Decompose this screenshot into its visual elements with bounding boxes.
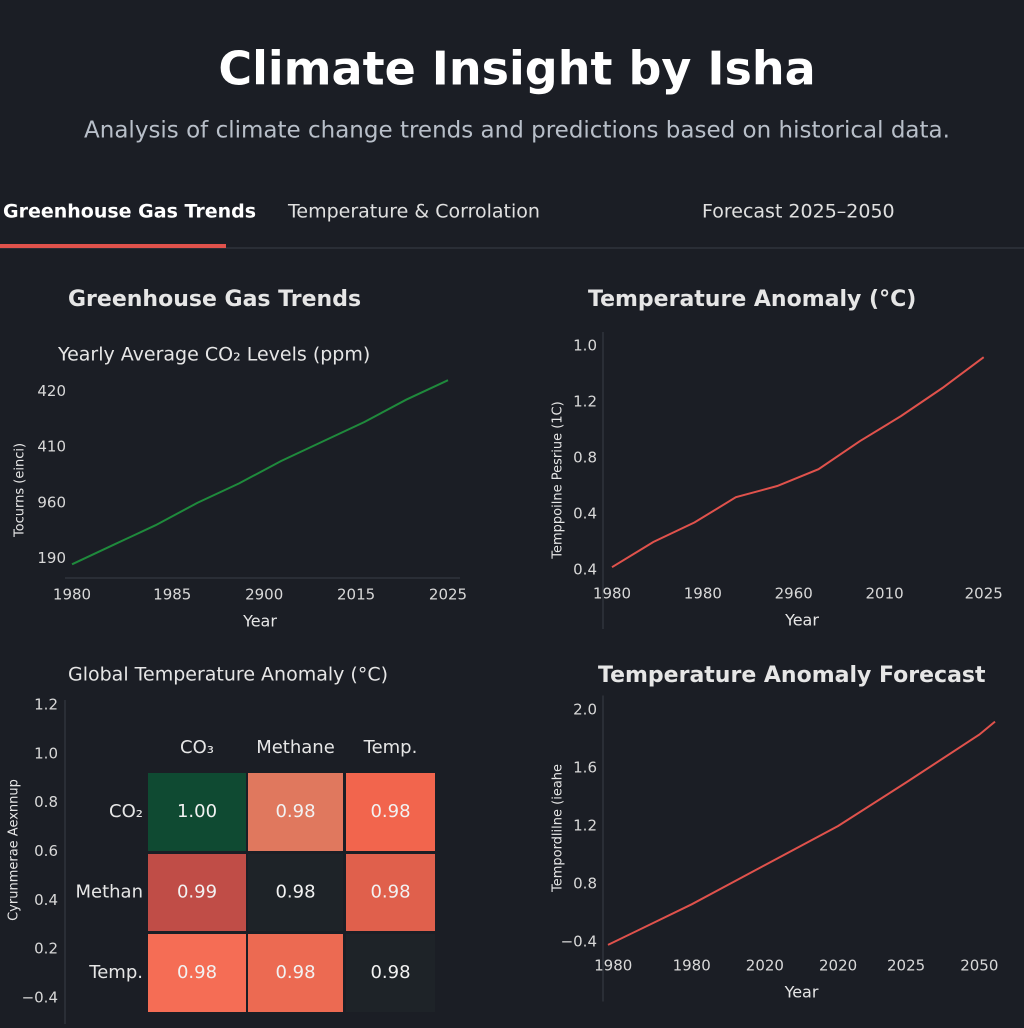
x-tick-label: 2900 [245, 586, 283, 604]
y-tick-label: 0.6 [34, 842, 58, 860]
heatmap-cell [346, 773, 435, 851]
y-tick-label: 1.6 [573, 759, 597, 777]
column-label: Temp. [363, 737, 418, 758]
y-tick-label: 0.4 [34, 891, 58, 909]
heatmap-cell [148, 934, 246, 1012]
column-label: CO₃ [180, 737, 214, 758]
tab[interactable]: Forecast 2025–2050 [702, 201, 895, 223]
cell-value: 0.98 [370, 962, 410, 983]
y-tick-label: 0.2 [34, 940, 58, 958]
heatmap-cell [346, 934, 435, 1012]
y-tick-label: 1.2 [573, 817, 597, 835]
x-tick-label: 1980 [594, 957, 632, 975]
y-axis-title: Cyrunmerae Aexnnup [7, 779, 22, 921]
page-subtitle: Analysis of climate change trends and pr… [84, 118, 950, 144]
y-tick-label: 1.0 [34, 744, 58, 762]
heatmap-cell [248, 773, 343, 851]
x-tick-label: 2020 [746, 957, 784, 975]
x-tick-label: 1980 [673, 957, 711, 975]
cell-value: 0.98 [275, 801, 315, 822]
y-tick-label: 960 [37, 493, 66, 511]
cell-value: 1.00 [177, 801, 217, 822]
y-axis-title: Tocurns (einci) [13, 443, 28, 538]
y-tick-label: 190 [37, 549, 66, 567]
x-tick-label: 2015 [337, 586, 375, 604]
x-tick-label: 2010 [866, 585, 904, 603]
y-tick-label: −0.4 [22, 989, 58, 1007]
x-tick-label: 1980 [593, 585, 631, 603]
y-tick-label: 420 [37, 382, 66, 400]
heatmap-cell [148, 773, 246, 851]
y-tick-label: 1.0 [573, 337, 597, 355]
y-tick-label: 0.8 [34, 793, 58, 811]
y-tick-label: 2.0 [573, 701, 597, 719]
cell-value: 0.98 [177, 962, 217, 983]
chart-title: Temperature Anomaly Forecast [598, 663, 986, 688]
cell-value: 0.98 [275, 962, 315, 983]
y-tick-label: 410 [37, 438, 66, 456]
x-tick-label: 2025 [429, 586, 467, 604]
data-line [607, 720, 996, 946]
y-tick-label: 1.2 [573, 393, 597, 411]
heatmap-cell [248, 854, 343, 931]
row-label: CO₂ [109, 801, 143, 822]
x-axis-title: Year [242, 612, 277, 631]
y-axis-title: Temppoilne Pesriue (1C) [551, 401, 566, 559]
y-tick-label: 0.8 [573, 449, 597, 467]
data-line [611, 356, 985, 569]
y-tick-label: 0.8 [573, 875, 597, 893]
chart-subtitle: Yearly Average CO₂ Levels (ppm) [57, 344, 370, 366]
x-axis-title: Year [784, 983, 819, 1002]
data-line [71, 379, 449, 566]
x-tick-label: 2960 [775, 585, 813, 603]
y-tick-label: 1.2 [34, 695, 58, 713]
chart-title: Temperature Anomaly (°C) [588, 287, 916, 312]
chart-title: Global Temperature Anomaly (°C) [68, 664, 388, 686]
x-tick-label: 1980 [53, 586, 91, 604]
tab[interactable]: Greenhouse Gas Trends [3, 201, 256, 223]
row-label: Temp. [88, 962, 143, 983]
cell-value: 0.98 [370, 882, 410, 903]
y-axis-title: Tempordlilne (ieahe [551, 764, 566, 893]
heatmap-cell [148, 854, 246, 931]
x-tick-label: 2025 [965, 585, 1003, 603]
page-title: Climate Insight by Isha [218, 42, 815, 96]
chart-title: Greenhouse Gas Trends [68, 287, 361, 312]
cell-value: 0.99 [177, 882, 217, 903]
x-tick-label: 1980 [684, 585, 722, 603]
heatmap-cell [248, 934, 343, 1012]
x-tick-label: 1985 [153, 586, 191, 604]
tab[interactable]: Temperature & Corrolation [287, 201, 540, 223]
heatmap-cell [346, 854, 435, 931]
x-axis-title: Year [784, 611, 819, 630]
x-tick-label: 2050 [960, 957, 998, 975]
x-tick-label: 2025 [887, 957, 925, 975]
cell-value: 0.98 [370, 801, 410, 822]
y-tick-label: 0.4 [573, 505, 597, 523]
y-tick-label: 0.4 [573, 561, 597, 579]
column-label: Methane [256, 737, 335, 758]
x-tick-label: 2020 [819, 957, 857, 975]
cell-value: 0.98 [275, 882, 315, 903]
y-tick-label: −0.4 [561, 933, 597, 951]
tab-indicator [0, 244, 226, 248]
row-label: Methan [75, 882, 143, 903]
